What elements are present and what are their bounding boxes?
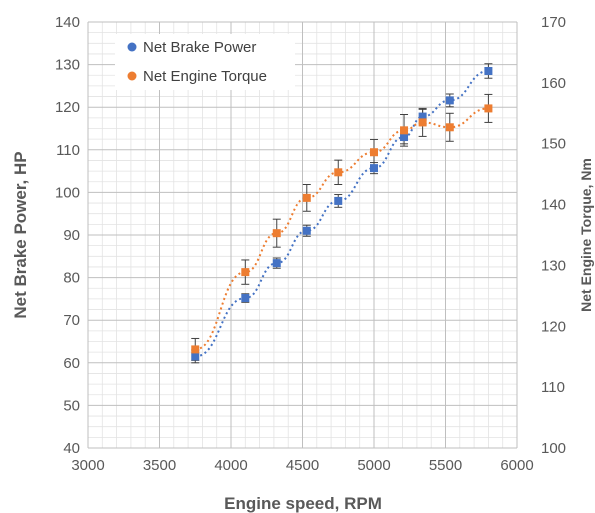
y-left-tick-label: 130	[55, 57, 80, 74]
trendline-power	[195, 69, 489, 358]
y-right-tick-label: 160	[541, 75, 566, 92]
y-axis-left-ticks: 40 50 60 70 80 90 100 110 120 130 140	[55, 14, 80, 457]
data-point-power	[445, 96, 454, 105]
y-left-tick-label: 40	[63, 440, 80, 457]
data-point-torque	[370, 148, 378, 157]
data-point-power	[400, 133, 409, 142]
x-tick-label: 4000	[214, 457, 247, 474]
y-axis-right-title: Net Engine Torque, Nm	[578, 158, 594, 312]
y-left-tick-label: 100	[55, 184, 80, 201]
data-point-torque	[418, 118, 427, 127]
x-tick-label: 6000	[500, 457, 533, 474]
data-point-power	[302, 226, 311, 235]
data-point-torque	[400, 126, 409, 135]
data-point-torque	[241, 268, 250, 277]
gridlines	[87, 21, 518, 449]
data-point-power	[272, 259, 281, 268]
x-axis-title: Engine speed, RPM	[224, 494, 382, 513]
legend: Net Brake Power Net Engine Torque	[115, 34, 295, 90]
y-left-tick-label: 60	[63, 355, 80, 372]
y-right-tick-label: 170	[541, 14, 566, 31]
x-tick-label: 4500	[286, 457, 319, 474]
legend-label-net-engine-torque: Net Engine Torque	[143, 68, 267, 85]
x-tick-label: 5500	[429, 457, 462, 474]
data-point-torque	[445, 123, 454, 132]
data-point-power	[484, 66, 493, 75]
x-tick-label: 3000	[71, 457, 104, 474]
data-point-torque	[484, 104, 493, 113]
y-right-tick-label: 140	[541, 197, 566, 214]
y-left-tick-label: 50	[63, 397, 80, 414]
y-right-tick-label: 130	[541, 257, 566, 274]
y-right-tick-label: 100	[541, 440, 566, 457]
y-right-tick-label: 150	[541, 136, 566, 153]
legend-background	[115, 34, 295, 90]
legend-label-net-brake-power: Net Brake Power	[143, 39, 256, 56]
x-tick-label: 3500	[143, 457, 176, 474]
x-tick-label: 5000	[357, 457, 390, 474]
y-left-tick-label: 140	[55, 14, 80, 31]
y-left-tick-label: 120	[55, 99, 80, 116]
legend-marker-net-brake-power	[127, 42, 137, 52]
y-left-tick-label: 90	[63, 227, 80, 244]
y-axis-right-ticks: 100 110 120 130 140 150 160 170	[541, 14, 566, 457]
data-point-power	[241, 294, 250, 303]
legend-marker-net-engine-torque	[127, 71, 137, 81]
data-point-torque	[334, 168, 343, 177]
data-point-torque	[191, 345, 200, 354]
data-point-torque	[302, 193, 311, 202]
data-points	[191, 66, 493, 361]
y-left-tick-label: 80	[63, 270, 80, 287]
y-right-tick-label: 110	[541, 379, 565, 396]
y-left-tick-label: 70	[63, 312, 80, 329]
data-point-power	[370, 164, 378, 173]
data-point-power	[334, 196, 343, 205]
x-axis-ticks: 3000 3500 4000 4500 5000 5500 6000	[71, 457, 533, 474]
y-right-tick-label: 120	[541, 318, 566, 335]
trendlines	[195, 69, 489, 358]
data-point-torque	[272, 229, 281, 238]
data-point-power	[191, 352, 200, 361]
y-left-tick-label: 110	[56, 142, 80, 159]
data-point-power	[418, 112, 427, 121]
y-axis-left-title: Net Brake Power, HP	[11, 151, 30, 318]
